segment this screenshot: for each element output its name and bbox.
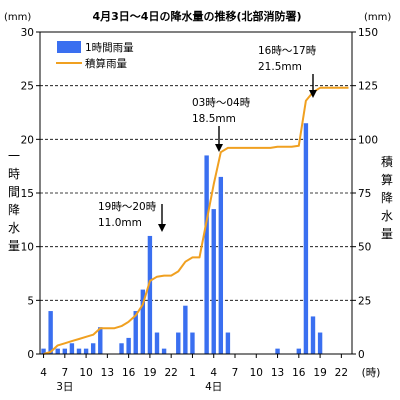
x-tick-label: 13 [271,367,284,379]
right-tick-label: 25 [358,295,371,307]
bar-hourly-rain [317,332,323,354]
annotation-arrow-head [309,90,317,98]
right-axis-unit: (mm) [364,12,391,23]
right-axis-ticks: 0 25 50 75 100 125 150 [352,27,378,361]
bar-hourly-rain [296,348,302,354]
x-day-label: 4日 [205,381,222,393]
left-axis-label-char: 一 [8,149,20,163]
right-tick-label: 75 [358,188,371,200]
bar-hourly-rain [204,155,209,354]
bar-hourly-rain [55,348,60,354]
x-day-label: 3日 [56,381,73,393]
bar-hourly-rain [161,348,167,354]
right-tick-label: 50 [358,242,371,254]
right-tick-label: 0 [358,349,365,361]
bar-hourly-rain [76,348,82,354]
left-axis-label-char: 間 [8,185,20,199]
left-axis-label-char: 水 [8,221,20,235]
right-axis-label-char: 量 [381,227,393,241]
left-axis-ticks: 0 5 10 15 20 25 30 [21,27,40,361]
right-axis-label-char: 算 [381,172,393,187]
left-tick-label: 30 [21,27,34,39]
right-tick-label: 150 [358,27,378,39]
bar-hourly-rain [62,348,68,354]
x-tick-label: 10 [250,367,263,379]
x-tick-label: 22 [335,367,348,379]
annotation-time: 03時～04時 [192,97,251,109]
bar-hourly-rain [140,289,146,354]
annotation-amount: 18.5mm [192,113,236,125]
x-tick-label: 7 [232,367,239,379]
left-tick-label: 20 [21,134,34,146]
legend-label-hourly: 1時間雨量 [85,42,134,54]
left-tick-label: 25 [21,81,34,93]
bar-hourly-rain [98,327,103,354]
cumulative-rain-line-layer [43,86,349,355]
x-tick-label: 16 [292,367,306,379]
right-axis-label-char: 降 [381,191,393,205]
bar-hourly-rain [176,332,181,354]
left-axis-label-char: 降 [8,203,20,217]
bar-hourly-rain [90,343,96,354]
bar-hourly-rain [310,316,316,354]
bar-hourly-rain [190,332,195,354]
chart-title: 4月3日～4日の降水量の推移(北部消防署) [92,9,301,23]
x-tick-label: 13 [101,367,114,379]
bar-hourly-rain [69,343,75,354]
bar-hourly-rain [225,332,231,354]
x-axis-unit: (時) [362,367,381,379]
left-axis-unit: (mm) [4,12,31,23]
bar-hourly-rain [218,176,224,354]
annotation-amount: 11.0mm [98,217,142,229]
bar-hourly-rain [83,348,89,354]
annotation-amount: 21.5mm [258,61,302,73]
bar-hourly-rain [126,337,131,354]
x-tick-label: 1 [189,367,196,379]
right-axis-label-char: 水 [381,209,393,223]
annotation-time: 16時～17時 [258,45,317,57]
bar-hourly-rain [133,311,138,354]
left-tick-label: 10 [21,242,34,254]
bar-hourly-rain [154,332,160,354]
bar-hourly-rain [48,311,53,354]
annotation-time: 19時～20時 [98,201,157,213]
left-axis-label-char: 時 [8,167,20,181]
bar-hourly-rain [119,343,124,354]
legend-bar-swatch [57,41,81,53]
x-tick-label: 22 [164,367,177,379]
cumulative-rain-line [43,86,349,355]
left-tick-label: 5 [27,295,34,307]
bar-hourly-rain [303,123,309,354]
x-tick-label: 10 [79,367,92,379]
annotations: 19時～20時 11.0mm 03時～04時 18.5mm 16時～17時 21.5mm [98,45,317,232]
right-tick-label: 100 [358,134,378,146]
x-tick-label: 7 [61,367,68,379]
x-axis-ticks: 4 7 10 13 16 19 22 1 4 7 10 13 16 19 22 3日 4日 (時) [40,354,380,393]
x-tick-label: 16 [122,367,136,379]
right-tick-label: 125 [358,81,378,93]
hourly-rain-bars [41,123,323,354]
bar-hourly-rain [275,348,280,354]
bar-hourly-rain [41,348,46,354]
x-tick-label: 4 [40,367,47,379]
right-axis-label-char: 積 [381,154,393,169]
left-axis-label-char: 量 [8,239,20,253]
bar-hourly-rain [147,235,153,354]
bar-hourly-rain [211,209,216,354]
x-tick-label: 19 [313,367,326,379]
annotation-arrow-head [215,144,223,152]
bar-hourly-rain [183,305,188,354]
annotation-arrow-head [158,224,166,232]
left-tick-label: 15 [21,188,34,200]
x-tick-label: 4 [210,367,217,379]
legend-label-cumulative: 積算雨量 [85,57,127,70]
x-tick-label: 19 [143,367,156,379]
left-tick-label: 0 [27,349,34,361]
